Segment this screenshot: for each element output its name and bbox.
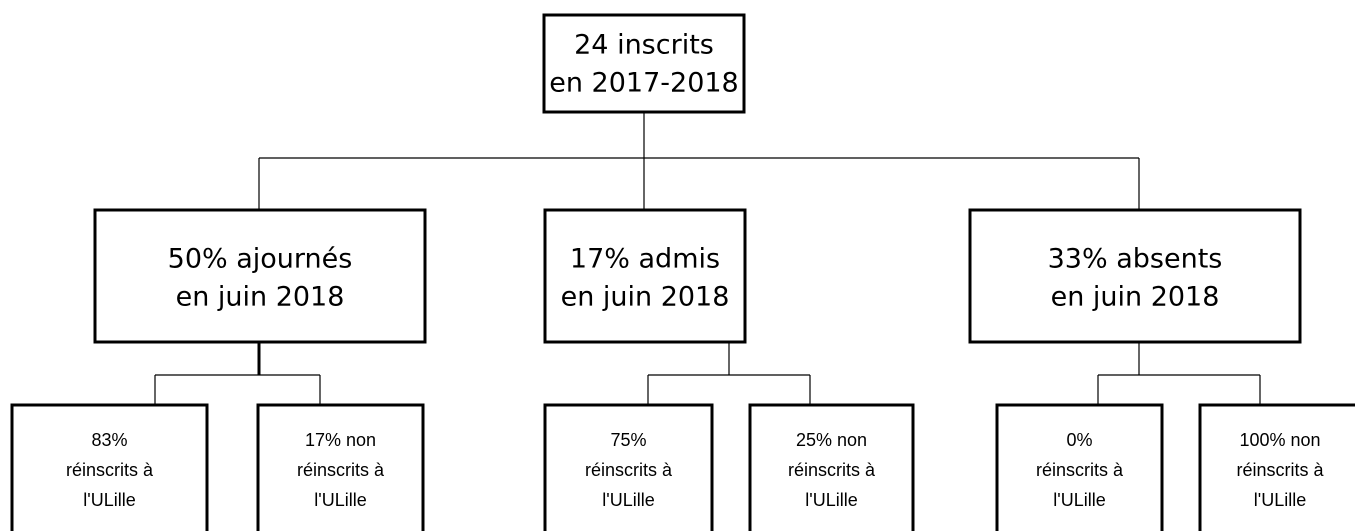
node-text: l'ULille: [1254, 490, 1306, 510]
node: 33% absents en juin 2018: [968, 208, 1302, 344]
node-text: réinscrits à: [585, 460, 673, 480]
node: 24 inscrits en 2017-2018: [542, 13, 746, 114]
node: 75% réinscrits à l'ULille: [543, 403, 714, 531]
node: 100% non réinscrits à l'ULille: [1198, 403, 1355, 531]
node-text: l'ULille: [805, 490, 857, 510]
node-text: 25% non: [796, 430, 867, 450]
node: 0% réinscrits à l'ULille: [995, 403, 1164, 531]
node-box: [995, 403, 1164, 531]
node-text: réinscrits à: [1236, 460, 1324, 480]
node-box: [543, 403, 714, 531]
node: 83% réinscrits à l'ULille: [10, 403, 209, 531]
node-box: [748, 403, 915, 531]
node-box: [10, 403, 209, 531]
node-text: l'ULille: [83, 490, 135, 510]
node-text: l'ULille: [602, 490, 654, 510]
node-text: 75%: [610, 430, 646, 450]
node-box: [968, 208, 1302, 344]
node-text: réinscrits à: [66, 460, 154, 480]
node: 17% non réinscrits à l'ULille: [256, 403, 425, 531]
node-text: 100% non: [1239, 430, 1320, 450]
node-text: en juin 2018: [176, 282, 345, 313]
node-box: [93, 208, 427, 344]
node-text: réinscrits à: [788, 460, 876, 480]
node: 25% non réinscrits à l'ULille: [748, 403, 915, 531]
node-text: 50% ajournés: [168, 244, 353, 275]
node-text: 17% admis: [570, 244, 720, 275]
node-text: réinscrits à: [297, 460, 385, 480]
node: 17% admis en juin 2018: [543, 208, 747, 344]
node-text: l'ULille: [314, 490, 366, 510]
node-box: [542, 13, 746, 114]
node-text: l'ULille: [1053, 490, 1105, 510]
node-text: 33% absents: [1048, 244, 1223, 275]
node-text: en juin 2018: [1051, 282, 1220, 313]
node-text: 0%: [1066, 430, 1092, 450]
node-text: 24 inscrits: [574, 30, 714, 61]
node-text: 83%: [91, 430, 127, 450]
node: 50% ajournés en juin 2018: [93, 208, 427, 344]
node-text: en juin 2018: [561, 282, 730, 313]
node-box: [256, 403, 425, 531]
node-text: réinscrits à: [1036, 460, 1124, 480]
node-box: [1198, 403, 1355, 531]
node-text: en 2017-2018: [549, 68, 738, 99]
connectors: [154, 112, 1261, 405]
node-box: [543, 208, 747, 344]
node-text: 17% non: [305, 430, 376, 450]
